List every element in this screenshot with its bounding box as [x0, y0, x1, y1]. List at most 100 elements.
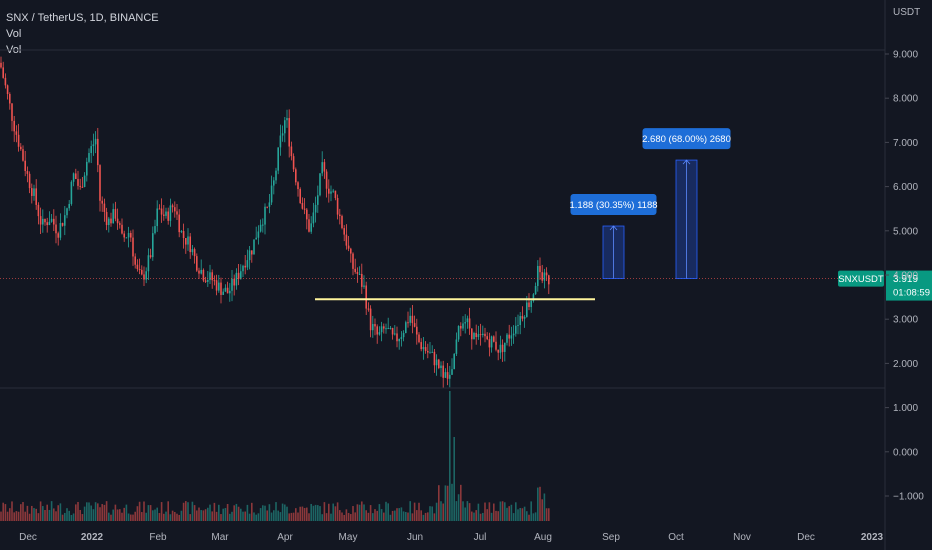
volume-bar: [68, 510, 70, 521]
symbol-tag-box: [838, 270, 884, 287]
candle-body: [545, 272, 548, 276]
volume-bar: [457, 494, 460, 521]
candle-body: [253, 239, 255, 255]
volume-bar: [92, 509, 95, 521]
candle-body: [367, 308, 370, 310]
volume-bar: [321, 514, 323, 521]
candle-body: [231, 278, 233, 291]
volume-bar: [46, 504, 48, 521]
candle-body: [396, 333, 398, 342]
volume-bar: [279, 512, 282, 521]
candle-body: [358, 273, 361, 275]
candle-body: [347, 245, 350, 249]
candle-body: [411, 315, 414, 324]
candle-body: [187, 236, 189, 245]
volume-bar: [275, 502, 277, 521]
candle-body: [530, 300, 532, 308]
volume-bar: [328, 503, 330, 521]
volume-bar: [244, 511, 246, 521]
x-tick-label: Nov: [733, 532, 751, 543]
candle-body: [130, 233, 132, 238]
volume-bar: [90, 505, 92, 521]
volume-bar: [182, 502, 185, 521]
candle-body: [512, 333, 515, 336]
candle-body: [28, 173, 31, 189]
x-tick-label: Sep: [602, 532, 620, 543]
volume-bar: [350, 514, 352, 521]
volume-bar: [112, 509, 114, 521]
candle-body: [35, 188, 37, 205]
candle-body: [374, 324, 376, 327]
candle-body: [123, 233, 125, 238]
volume-bar: [376, 510, 378, 521]
candle-body: [77, 178, 79, 186]
volume-bar: [530, 501, 532, 521]
candle-body: [15, 131, 18, 135]
symbol-title[interactable]: SNX / TetherUS, 1D, BINANCE: [6, 12, 159, 24]
candle-body: [13, 120, 15, 132]
candle-body: [325, 171, 328, 189]
volume-bar: [149, 505, 152, 521]
candle-body: [457, 326, 460, 340]
volume-bar: [196, 510, 198, 521]
candle-body: [11, 103, 13, 121]
candle-body: [372, 324, 374, 331]
candle-body: [235, 272, 238, 286]
candle-body: [114, 209, 117, 219]
volume-bar: [435, 502, 438, 521]
candle-body: [365, 285, 367, 309]
candle-body: [424, 347, 427, 351]
candle-body: [453, 353, 455, 370]
volume-bar: [358, 504, 361, 521]
candle-body: [20, 146, 22, 150]
volume-bar: [248, 513, 251, 521]
x-tick-label: Dec: [797, 532, 815, 543]
volume-bar: [493, 503, 495, 521]
volume-bar: [323, 502, 326, 521]
candle-body: [145, 271, 147, 280]
candle-body: [17, 134, 20, 147]
volume-bar: [363, 504, 365, 521]
candle-body: [354, 268, 356, 272]
candle-body: [48, 221, 51, 226]
y-tick-label: 4.000: [893, 271, 918, 282]
candle-body: [61, 223, 64, 226]
volume-bar: [101, 504, 103, 521]
volume-bar: [187, 502, 189, 521]
candle-body: [402, 333, 405, 338]
projection-arrowhead: [609, 225, 618, 231]
candle-body: [244, 265, 246, 268]
volume-bar: [356, 504, 359, 521]
volume-bar: [521, 508, 524, 521]
volume-bar: [466, 501, 469, 521]
y-tick-label: 6.000: [893, 182, 918, 193]
candle-body: [356, 271, 359, 274]
volume-bar: [138, 501, 141, 521]
candle-body: [229, 290, 231, 294]
volume-bar: [66, 508, 68, 521]
volume-bar: [303, 507, 306, 521]
candle-body: [26, 170, 29, 174]
volume-bar: [136, 506, 139, 521]
volume-bar: [9, 508, 11, 521]
volume-bar: [75, 504, 77, 521]
volume-bar: [176, 513, 178, 521]
candle-body: [462, 323, 464, 329]
candle-body: [116, 218, 119, 224]
volume-bar: [479, 513, 482, 521]
price-axis: USDT 9.000 8.000 7.000 6.000 5.000 4.000 3.000 2…: [885, 7, 924, 503]
candle-body: [504, 342, 506, 352]
candle-body: [158, 208, 161, 210]
candle-body: [515, 325, 517, 334]
volume-bar: [523, 506, 526, 521]
volume-indicator-label[interactable]: Vol: [6, 28, 22, 40]
candle-body: [33, 188, 35, 196]
x-tick-label: 2022: [81, 532, 104, 543]
volume-bar: [26, 505, 29, 521]
candle-body: [429, 352, 431, 354]
y-tick-label: 9.000: [893, 50, 918, 61]
candle-body: [389, 327, 392, 329]
volume-bar: [484, 502, 486, 521]
candle-body: [220, 282, 222, 295]
